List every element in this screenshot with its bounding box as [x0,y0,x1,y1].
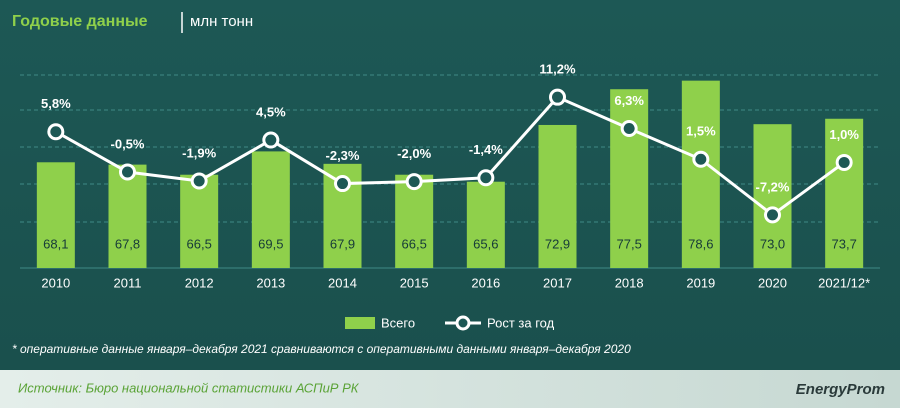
line-point [477,169,495,187]
chart-title: Годовые данные [12,13,148,30]
line-value-label: 6,3% [614,93,644,108]
bar-value-label: 68,1 [43,236,68,251]
bar-value-label: 72,9 [545,236,570,251]
bar [251,151,290,268]
bar [681,80,720,268]
footnote: * оперативные данные января–декабря 2021… [12,342,631,356]
bar [108,164,147,268]
line-value-label: -1,4% [469,142,503,157]
x-tick-label: 2021/12* [818,275,870,290]
x-tick-label: 2015 [400,275,429,290]
line-point [835,153,853,171]
source-band [0,370,900,408]
chart-subtitle: млн тонн [190,13,253,30]
line-point [764,206,781,224]
bar [180,174,219,268]
brand-logo: EnergyProm [796,381,885,398]
bar-value-label: 78,6 [688,236,713,251]
bar [466,181,505,268]
legend-swatch [345,317,375,329]
line-point [549,88,566,106]
line-value-label: -7,2% [756,179,790,194]
x-tick-label: 2011 [114,275,142,290]
bar-value-label: 67,9 [330,236,355,251]
line-value-label: -0,5% [111,136,145,151]
bar-value-label: 73,0 [760,236,785,251]
line-point [47,123,65,141]
x-tick-label: 2018 [615,275,644,290]
line-point [405,173,423,191]
line-value-label: 11,2% [539,62,576,77]
legend-label: Рост за год [487,315,555,330]
source: Источник: Бюро национальной статистики А… [18,380,360,395]
line-point [692,150,710,168]
bar [395,174,434,268]
bar [825,118,864,269]
x-tick-label: 2019 [686,275,715,290]
bar-value-label: 66,5 [402,236,427,251]
line-point [620,120,638,138]
line-value-label: -2,0% [397,146,431,161]
line-point [190,172,208,190]
line-point [119,163,136,181]
x-tick-label: 2013 [256,275,285,290]
line-point [262,131,280,149]
bar-value-label: 65,6 [473,236,498,251]
bar-value-label: 69,5 [258,236,283,251]
bar-value-label: 67,8 [115,236,140,251]
bar-value-label: 77,5 [617,236,642,251]
bar [753,124,792,268]
line [55,95,846,217]
x-tick-label: 2020 [758,275,787,290]
legend-label: Всего [381,315,415,330]
bar-value-label: 66,5 [187,236,212,251]
x-tick-label: 2017 [543,275,572,290]
x-tick-label: 2012 [185,275,214,290]
line-point [334,175,351,193]
bar [538,124,577,268]
x-tick-label: 2016 [471,275,500,290]
grid [20,74,880,223]
line-value-label: 5,8% [41,96,71,111]
x-tick-label: 2014 [328,275,357,290]
line-value-label: -1,9% [182,145,216,160]
legend-marker [455,315,471,331]
bar-value-label: 73,7 [832,236,857,251]
bar [36,162,75,268]
bar [610,89,649,268]
line-value-label: 4,5% [256,104,286,119]
line-value-label: -2,3% [326,148,360,163]
x-tick-label: 2010 [41,275,70,290]
line-value-label: 1,5% [686,124,716,139]
line-value-label: 1,0% [829,127,859,142]
